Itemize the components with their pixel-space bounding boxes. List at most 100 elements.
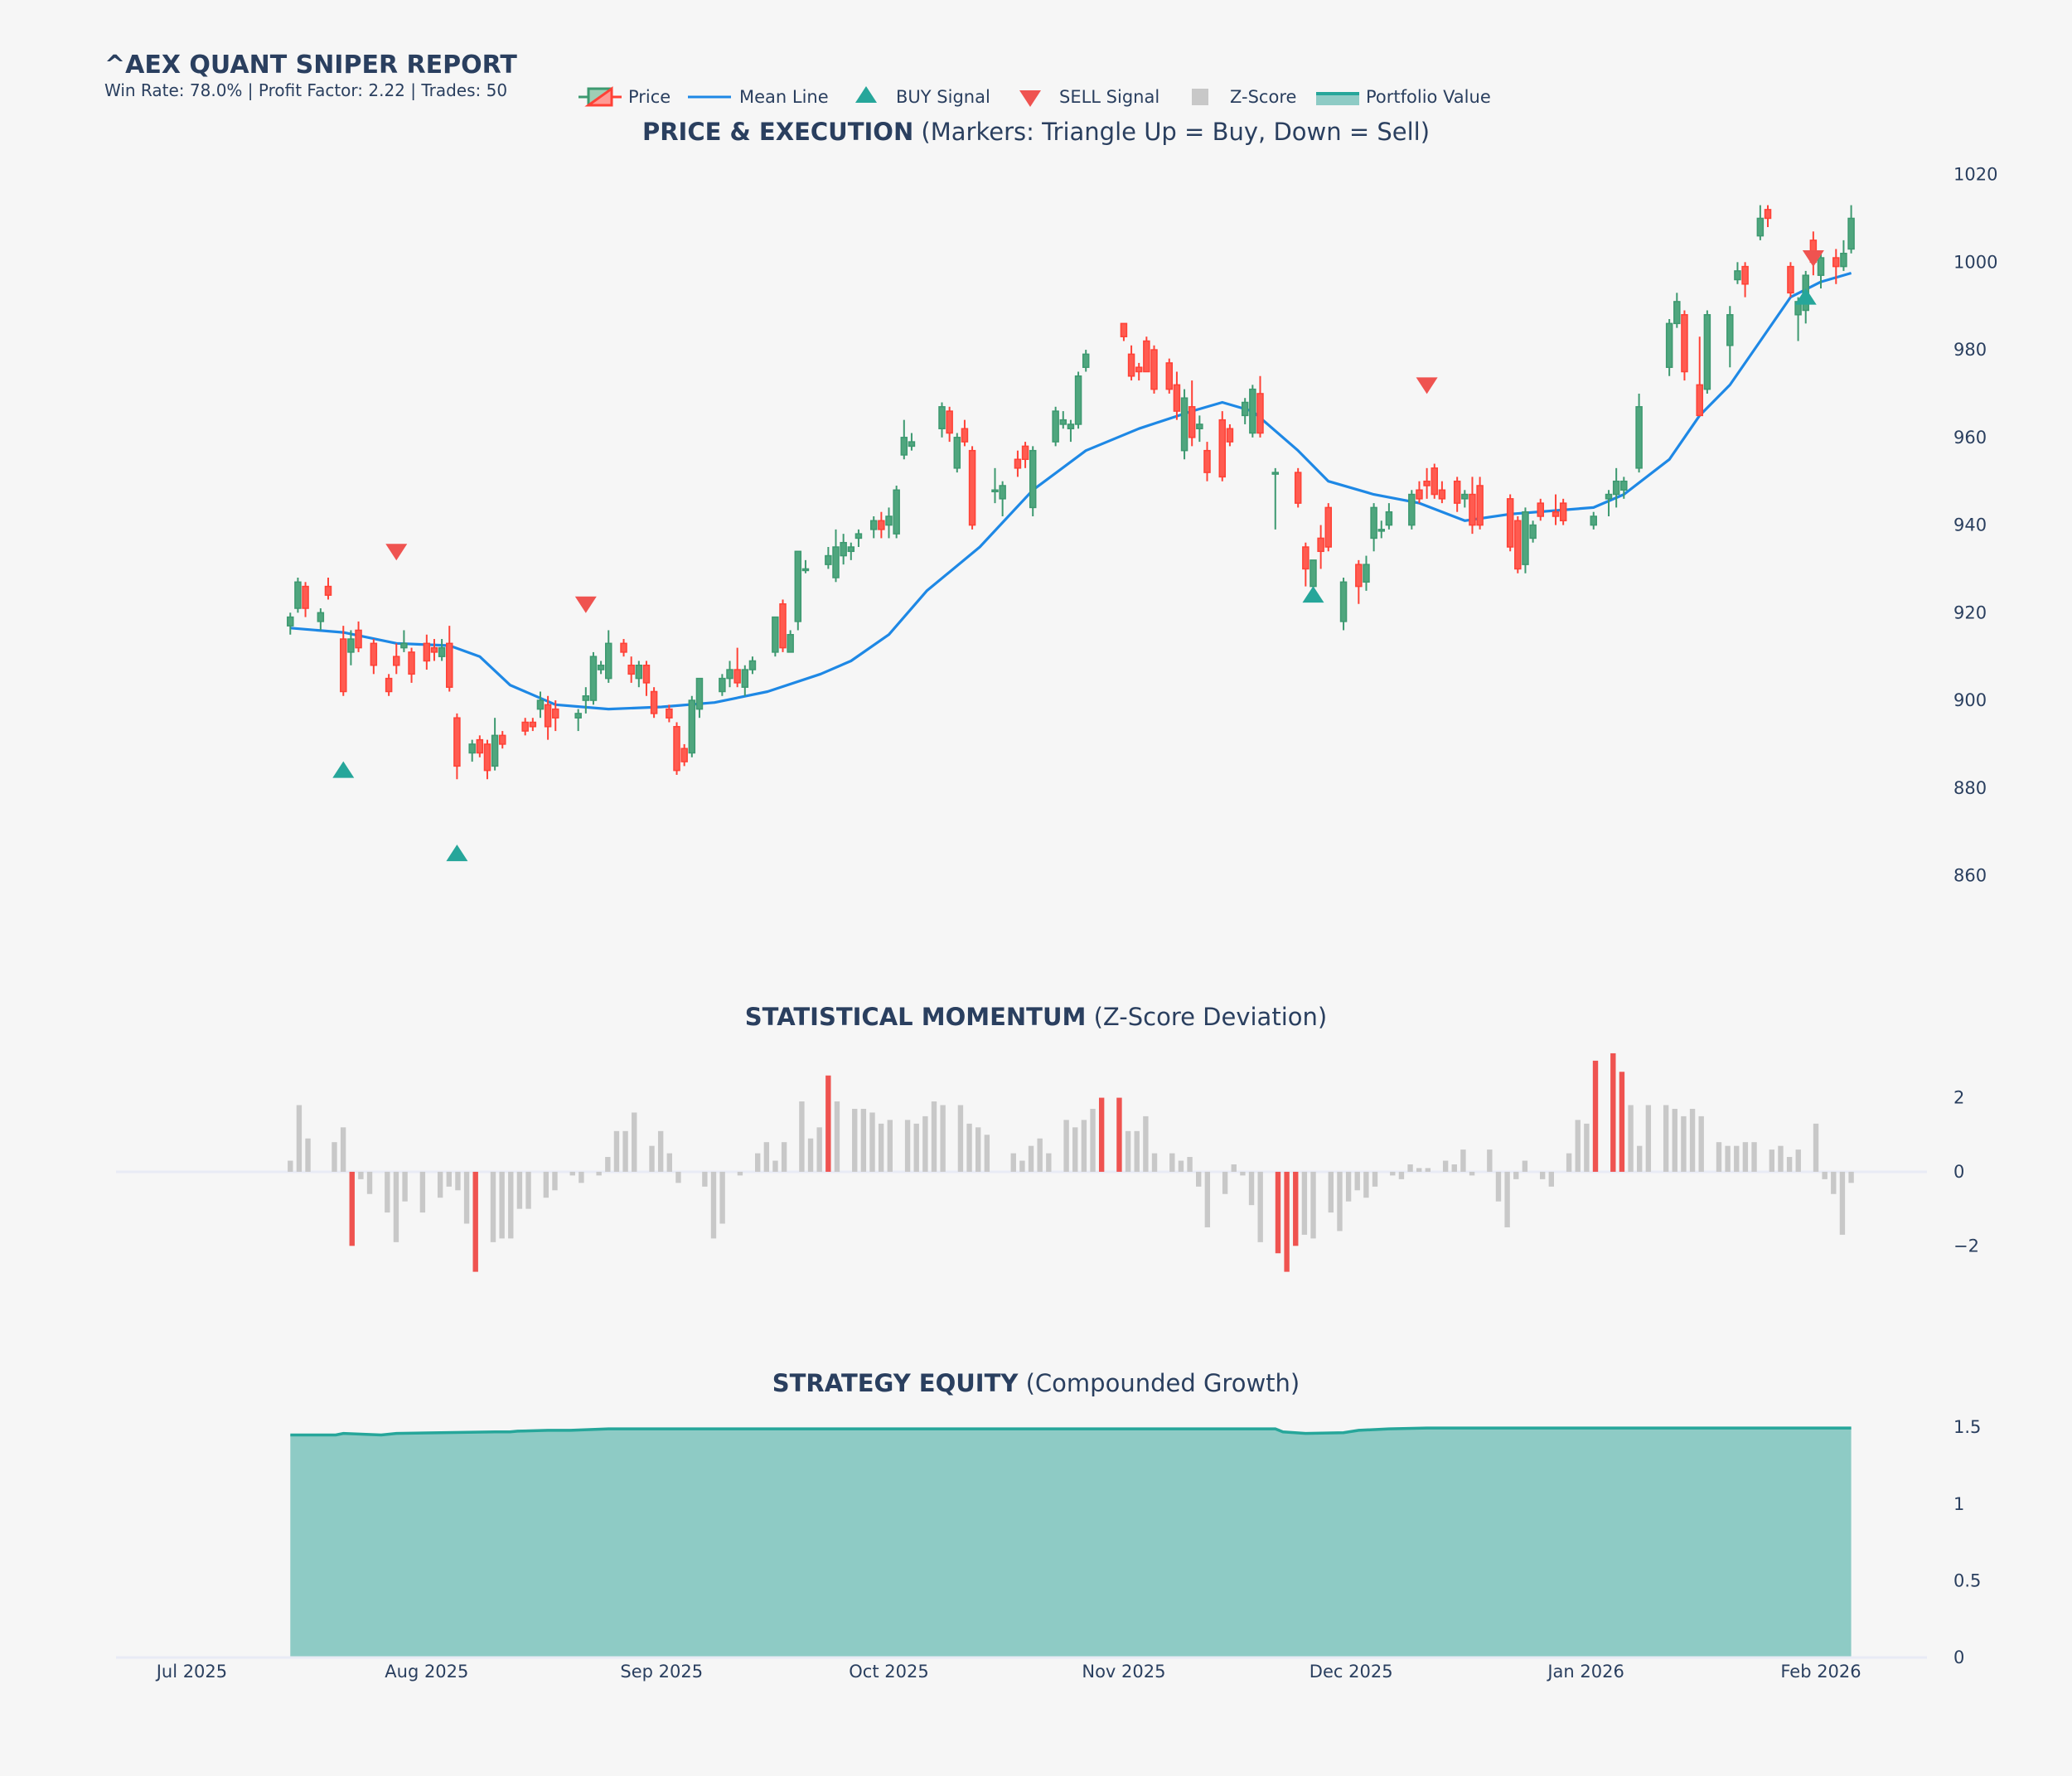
zscore-bar	[1301, 1171, 1308, 1235]
zscore-bar	[1134, 1130, 1140, 1172]
zscore-bar	[1566, 1153, 1572, 1172]
zscore-bar	[834, 1101, 840, 1172]
legend-item-mean-line[interactable]: Mean Line	[688, 87, 829, 107]
zscore-bar	[702, 1171, 708, 1187]
candle-body	[779, 602, 787, 649]
candle-body	[1150, 349, 1158, 390]
candle-body	[1764, 209, 1772, 220]
report-subtitle: Win Rate: 78.0% | Profit Factor: 2.22 | …	[104, 80, 507, 100]
candle-body	[620, 642, 627, 653]
zscore-bar	[508, 1171, 514, 1239]
candle	[1469, 477, 1476, 535]
zscore-bar	[1416, 1168, 1422, 1172]
zscore-bar	[516, 1171, 523, 1209]
candle-body	[1665, 322, 1673, 368]
candle	[1438, 481, 1446, 504]
zscore-bar	[472, 1171, 478, 1272]
price-y-tick-label: 1000	[1953, 252, 1997, 272]
zscore-panel-title: STATISTICAL MOMENTUM (Z-Score Deviation)	[745, 1003, 1327, 1031]
candle-body	[893, 489, 900, 535]
zscore-bar	[463, 1171, 470, 1224]
zscore-bar	[772, 1160, 778, 1172]
zscore-bar	[807, 1138, 814, 1172]
candle-body	[604, 642, 612, 680]
candle	[1764, 205, 1772, 228]
candle	[597, 661, 605, 675]
legend-item-portfolio-value[interactable]: Portfolio Value	[1316, 87, 1491, 107]
zscore-bar	[1407, 1164, 1413, 1172]
candle-body	[1203, 449, 1211, 473]
candle	[1059, 411, 1067, 429]
legend-label-price: Price	[628, 87, 670, 107]
candle-body	[999, 485, 1006, 500]
price-panel: 860 880 900 920 940 960 980 1000 1020	[287, 165, 1997, 886]
candle-body	[1832, 257, 1840, 268]
zscore-bar	[1063, 1120, 1069, 1172]
candle	[1317, 525, 1324, 569]
candle-body	[1840, 252, 1847, 268]
legend-item-z-score[interactable]: Z-Score	[1192, 87, 1296, 107]
candle	[1734, 262, 1741, 284]
candle	[854, 529, 863, 547]
zscore-bar	[1398, 1171, 1405, 1179]
candle-body	[574, 713, 582, 719]
candle	[1612, 467, 1620, 508]
candle	[961, 419, 969, 447]
legend-item-sell-signal[interactable]: SELL Signal	[1019, 87, 1159, 107]
candle-body	[900, 437, 908, 456]
zscore-bar	[1813, 1123, 1819, 1172]
candle	[642, 661, 651, 696]
candle-body	[317, 612, 325, 622]
candle-body	[1635, 406, 1643, 469]
candle-body	[476, 738, 484, 754]
candle-body	[908, 441, 916, 448]
candle-body	[1021, 445, 1029, 461]
candle	[1416, 481, 1423, 504]
zscore-bar	[1098, 1097, 1105, 1172]
candle-body	[847, 546, 855, 553]
zscore-bar	[966, 1123, 972, 1172]
equity-panel: 0 0.5 1 1.5	[116, 1417, 1981, 1667]
candle	[878, 511, 885, 539]
zscore-bar	[1451, 1164, 1457, 1172]
candle	[1537, 498, 1544, 521]
candle	[1256, 375, 1264, 438]
candle-body	[1537, 502, 1544, 517]
zscore-bar	[1504, 1171, 1510, 1227]
legend-item-price[interactable]: Price	[579, 86, 670, 107]
candle-body	[772, 616, 779, 653]
candle	[938, 402, 946, 438]
candle-body	[1135, 366, 1143, 373]
zscore-bar	[579, 1171, 584, 1183]
x-tick-label: Aug 2025	[385, 1662, 468, 1682]
triangle-up-icon	[855, 86, 877, 103]
candle-body	[1476, 485, 1484, 526]
candle	[1741, 262, 1749, 298]
legend-item-buy-signal[interactable]: BUY Signal	[855, 86, 990, 107]
candle	[499, 731, 506, 749]
zscore-bar	[385, 1171, 390, 1213]
candle-body	[582, 695, 590, 701]
zscore-bar	[340, 1127, 346, 1172]
candle	[1226, 423, 1234, 447]
candle-body	[453, 717, 461, 767]
zscore-bar	[1151, 1153, 1158, 1172]
price-panel-title: PRICE & EXECUTION (Markers: Triangle Up …	[642, 118, 1430, 146]
candle-body	[1218, 419, 1227, 478]
legend-label-portfolio-value: Portfolio Value	[1366, 87, 1491, 107]
bar-icon	[1192, 89, 1208, 105]
zscore-bar	[755, 1153, 761, 1172]
zscore-bar	[543, 1171, 549, 1198]
zscore-bar	[869, 1112, 875, 1172]
candle	[1355, 559, 1363, 604]
candle-body	[1703, 314, 1711, 390]
candle-body	[1696, 384, 1703, 417]
candle	[1726, 306, 1734, 368]
candle-body	[1726, 314, 1734, 346]
candle-body	[1165, 362, 1174, 390]
x-tick-label: Dec 2025	[1310, 1662, 1393, 1682]
candle-body	[666, 708, 673, 719]
candle	[430, 639, 438, 661]
candle	[324, 578, 332, 600]
zscore-bar	[1081, 1120, 1087, 1172]
